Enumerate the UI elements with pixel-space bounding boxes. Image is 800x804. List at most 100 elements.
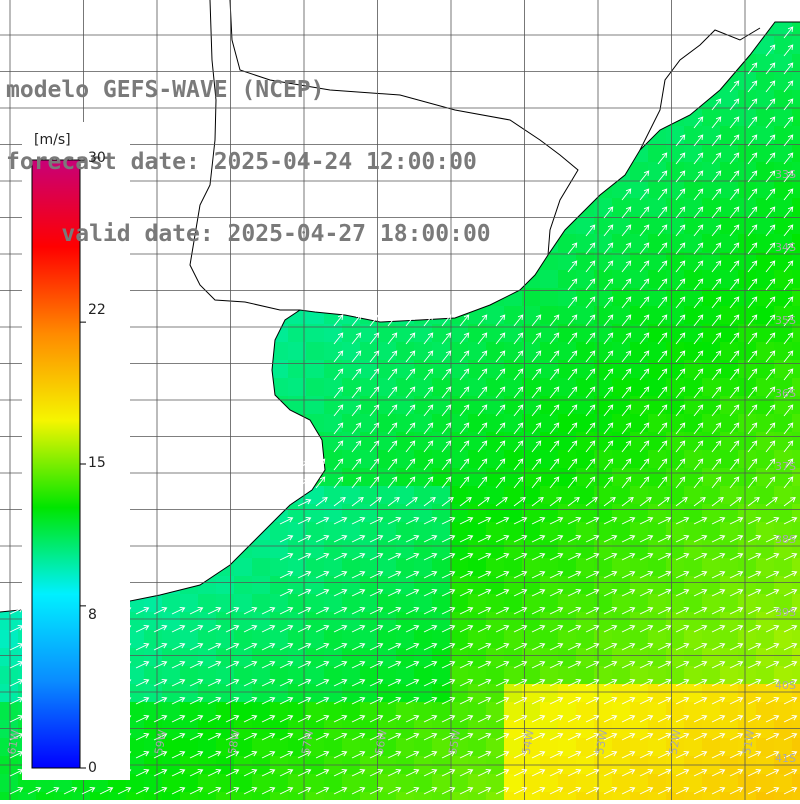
wind-arrow [405, 625, 420, 633]
wind-arrow [657, 679, 672, 687]
wind-arrow [729, 535, 744, 543]
wind-arrow [603, 260, 614, 273]
wind-arrow [585, 404, 596, 417]
wind-arrow [495, 625, 510, 633]
wind-arrow [747, 314, 758, 327]
speed-cell [720, 360, 738, 378]
wind-arrow [621, 278, 632, 291]
wind-arrow [387, 553, 402, 561]
speed-cell [558, 270, 576, 288]
speed-cell [450, 342, 468, 360]
wind-arrow [387, 332, 398, 345]
speed-cell [612, 180, 630, 198]
wind-arrow [387, 458, 398, 471]
wind-arrow [405, 535, 420, 543]
speed-cell [360, 378, 378, 396]
speed-cell [666, 126, 684, 144]
wind-arrow [297, 535, 312, 543]
wind-arrow [459, 368, 470, 381]
speed-cell [594, 270, 612, 288]
wind-arrow [531, 332, 542, 345]
speed-cell [666, 270, 684, 288]
speed-cell [360, 792, 378, 804]
wind-arrow [639, 589, 654, 597]
wind-arrow [513, 553, 528, 561]
wind-arrow [243, 607, 258, 615]
speed-cell [720, 486, 738, 504]
wind-arrow [675, 368, 686, 381]
speed-cell [432, 378, 450, 396]
speed-cell [522, 324, 540, 342]
wind-arrow [459, 314, 470, 327]
speed-cell [324, 324, 342, 342]
wind-arrow [405, 769, 420, 777]
wind-arrow [531, 571, 546, 579]
wind-arrow [729, 422, 740, 435]
wind-arrow [747, 368, 758, 381]
speed-cell [774, 162, 792, 180]
wind-arrow [477, 314, 488, 327]
wind-arrow [711, 278, 722, 291]
wind-arrow [729, 458, 740, 471]
wind-arrow [513, 350, 524, 363]
speed-cell [0, 630, 18, 648]
wind-arrow [441, 607, 456, 615]
speed-cell [684, 792, 702, 804]
wind-arrow [639, 188, 650, 201]
speed-cell [738, 90, 756, 108]
wind-arrow [315, 589, 330, 597]
wind-arrow [279, 499, 294, 507]
wind-arrow [441, 386, 452, 399]
speed-cell [486, 342, 504, 360]
wind-arrow [369, 517, 384, 525]
wind-arrow [729, 134, 740, 147]
wind-arrow [351, 679, 366, 687]
latitude-label: 36S [775, 387, 796, 400]
wind-arrow [513, 476, 524, 489]
speed-cell [792, 270, 800, 288]
wind-arrow [477, 571, 492, 579]
speed-cell [738, 396, 756, 414]
wind-arrow [423, 679, 438, 687]
speed-cell [468, 396, 486, 414]
speed-cell [612, 432, 630, 450]
speed-cell [342, 342, 360, 360]
speed-cell [306, 360, 324, 378]
wind-arrow [531, 496, 544, 507]
speed-cell [666, 468, 684, 486]
wind-arrow [531, 350, 542, 363]
speed-cell [396, 414, 414, 432]
wind-arrow [225, 607, 240, 615]
speed-cell [630, 252, 648, 270]
speed-cell [630, 216, 648, 234]
wind-arrow [423, 715, 438, 723]
wind-arrow [729, 787, 744, 795]
wind-arrow [549, 751, 564, 759]
wind-arrow [315, 715, 330, 723]
wind-arrow [441, 422, 452, 435]
speed-cell [720, 432, 738, 450]
speed-cell [324, 414, 342, 432]
speed-cell [738, 126, 756, 144]
speed-cell [414, 468, 432, 486]
speed-cell [684, 468, 702, 486]
wind-arrow [693, 535, 708, 543]
speed-cell [594, 432, 612, 450]
speed-cell [792, 486, 800, 504]
wind-arrow [351, 643, 366, 651]
speed-cell [630, 198, 648, 216]
wind-arrow [423, 571, 438, 579]
colorbar [22, 122, 130, 780]
wind-arrow [765, 697, 780, 705]
speed-cell [396, 360, 414, 378]
wind-arrow [693, 607, 708, 615]
wind-arrow [675, 188, 686, 201]
wind-arrow [207, 769, 222, 777]
speed-cell [504, 450, 522, 468]
wind-arrow [603, 787, 618, 795]
speed-cell [666, 486, 684, 504]
speed-cell [630, 378, 648, 396]
wind-arrow [333, 589, 348, 597]
wind-arrow [459, 440, 470, 453]
wind-arrow [711, 170, 722, 183]
